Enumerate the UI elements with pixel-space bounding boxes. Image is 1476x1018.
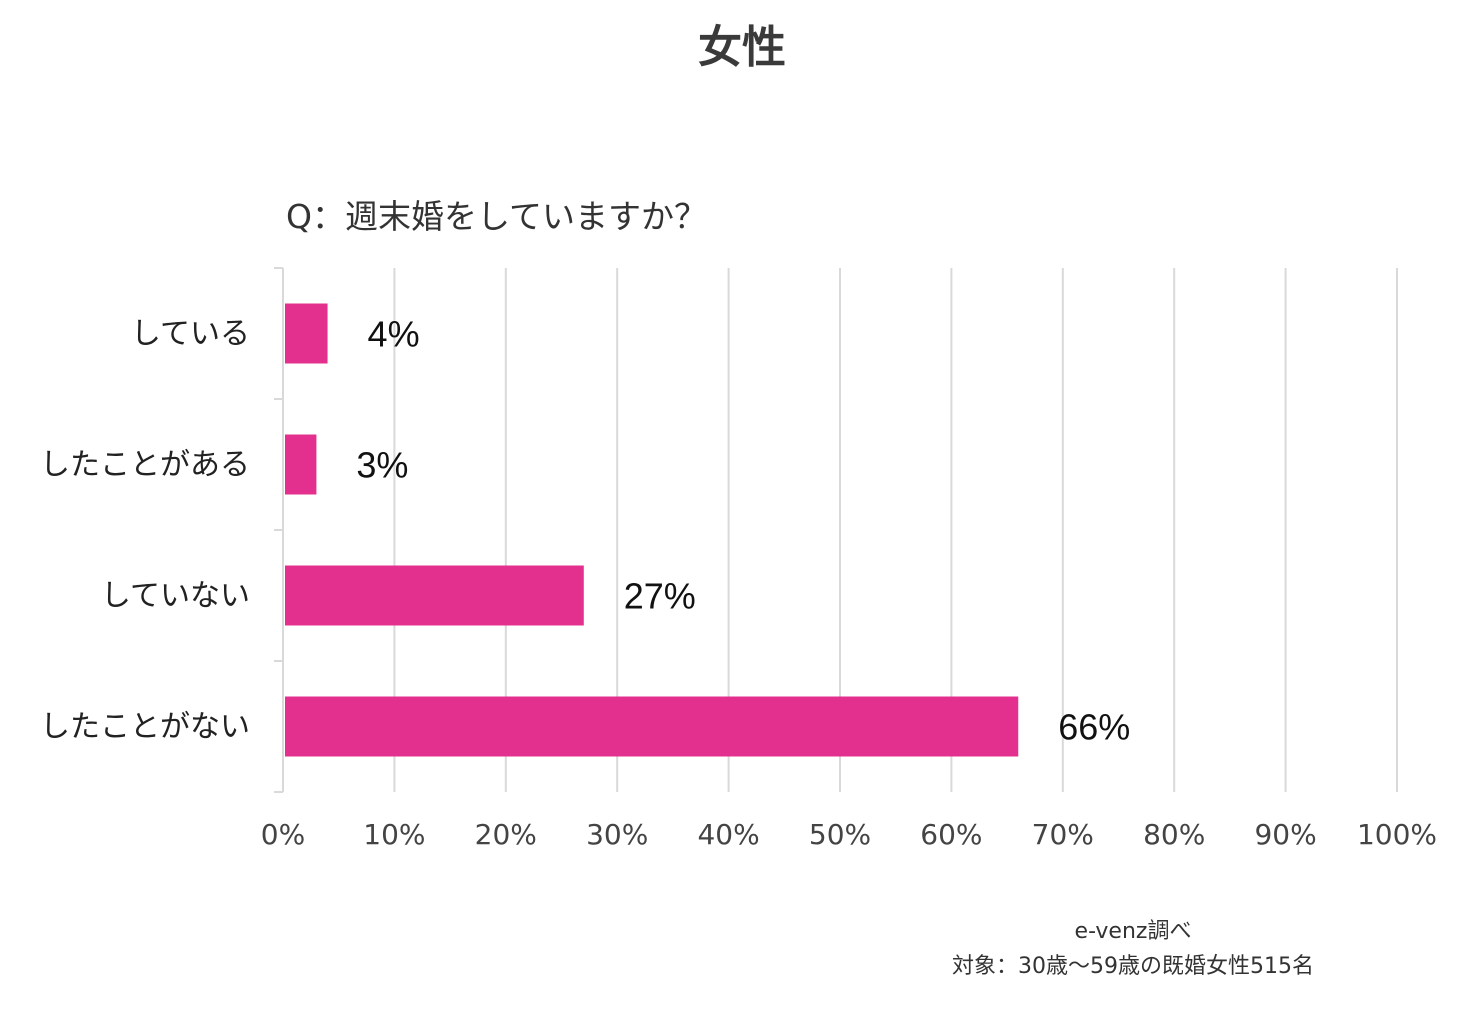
page-title: 女性	[698, 22, 786, 73]
source-credit: e-venz調べ	[1075, 919, 1192, 944]
bars	[285, 303, 1019, 757]
x-tick-label: 20%	[475, 818, 537, 851]
category-label: したことがない	[40, 710, 250, 745]
data-label: 4%	[368, 314, 420, 355]
x-tick-label: 70%	[1032, 818, 1094, 851]
data-labels: 4% 3% 27% 66%	[356, 314, 1130, 748]
bar	[285, 303, 328, 364]
x-tick-label: 30%	[586, 818, 648, 851]
y-axis	[274, 267, 284, 793]
x-tick-labels: 0% 10% 20% 30% 40% 50% 60% 70% 80% 90% 100%	[261, 818, 1437, 851]
bar	[285, 565, 584, 626]
source-target: 対象：30歳〜59歳の既婚女性515名	[952, 954, 1314, 979]
data-label: 3%	[356, 445, 408, 486]
x-tick-label: 0%	[261, 818, 305, 851]
bar	[285, 434, 317, 495]
category-label: していない	[101, 579, 250, 614]
x-tick-label: 60%	[920, 818, 982, 851]
x-tick-label: 90%	[1254, 818, 1316, 851]
x-tick-label: 50%	[809, 818, 871, 851]
x-tick-label: 40%	[697, 818, 759, 851]
category-label: したことがある	[40, 448, 250, 483]
x-tick-label: 100%	[1357, 818, 1437, 851]
bar	[285, 696, 1019, 757]
chart-title: Q：週末婚をしていますか？	[286, 197, 707, 236]
x-tick-label: 80%	[1143, 818, 1205, 851]
x-tick-label: 10%	[363, 818, 425, 851]
category-label: している	[131, 317, 250, 352]
data-label: 66%	[1058, 707, 1130, 748]
data-label: 27%	[624, 576, 696, 617]
grid	[393, 268, 1398, 792]
